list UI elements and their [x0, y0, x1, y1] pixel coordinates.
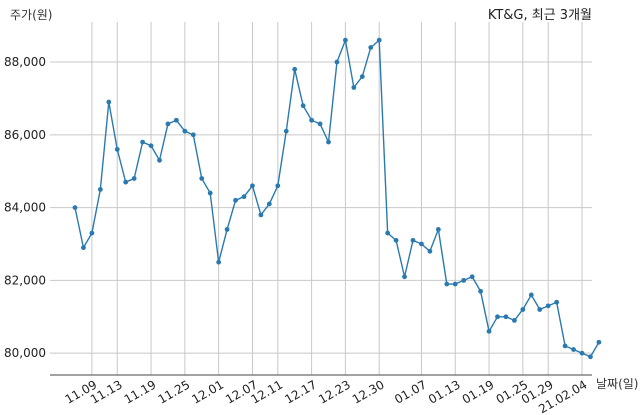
series	[72, 37, 602, 360]
data-point	[123, 179, 129, 185]
data-point	[410, 237, 416, 243]
data-point	[478, 288, 483, 294]
data-point	[503, 314, 509, 320]
data-point	[131, 176, 137, 181]
x-tick-label: 12.23	[316, 377, 353, 406]
data-point	[444, 281, 450, 287]
data-point	[351, 85, 357, 90]
x-tick-label: 12.01	[189, 377, 226, 406]
data-point	[114, 146, 120, 152]
data-point	[148, 143, 154, 149]
y-tick-label: 86,000	[4, 128, 46, 142]
data-point	[292, 66, 298, 72]
data-point	[359, 74, 365, 79]
data-point	[224, 227, 230, 232]
y-tick-label: 84,000	[4, 201, 46, 215]
series-line	[74, 37, 600, 358]
x-tick-label: 12.30	[350, 377, 387, 406]
data-point	[435, 227, 441, 232]
data-point	[309, 117, 314, 123]
x-tick-label: 01.19	[460, 377, 497, 406]
data-point	[106, 99, 112, 105]
data-point	[250, 183, 255, 189]
y-tick-label: 82,000	[4, 273, 46, 287]
data-point	[317, 121, 323, 127]
data-point	[393, 237, 399, 243]
data-point	[258, 212, 264, 218]
y-tick-label: 88,000	[4, 55, 46, 69]
data-point	[385, 230, 391, 236]
data-point	[588, 354, 593, 360]
data-point	[596, 339, 602, 345]
data-point	[495, 314, 500, 320]
data-point	[89, 230, 95, 236]
data-point	[283, 128, 289, 134]
data-point	[97, 187, 103, 192]
data-point	[207, 190, 213, 196]
x-tick-label: 12.17	[282, 377, 319, 406]
data-point	[165, 121, 171, 127]
data-point	[72, 205, 78, 210]
data-point	[368, 45, 374, 50]
data-point	[528, 292, 534, 298]
data-point	[486, 328, 492, 334]
data-point	[233, 197, 238, 203]
data-point	[402, 274, 407, 280]
data-point	[419, 241, 424, 247]
data-point	[512, 318, 517, 323]
data-point	[452, 281, 458, 287]
data-point	[579, 350, 585, 356]
chart-title: KT&G, 최근 3개월	[488, 8, 592, 23]
data-point	[216, 259, 222, 265]
data-point	[562, 343, 568, 349]
data-point	[157, 157, 162, 163]
data-point	[461, 277, 467, 283]
x-tick-label: 01.13	[426, 377, 463, 406]
data-point	[266, 201, 272, 207]
x-tick-label: 01.07	[392, 377, 429, 406]
data-point	[300, 103, 306, 109]
y-axis-label: 주가(원)	[10, 8, 52, 22]
data-point	[326, 139, 331, 145]
data-point	[545, 303, 551, 309]
data-point	[334, 59, 340, 65]
data-point	[376, 37, 382, 43]
x-tick-label: 11.19	[122, 377, 159, 406]
data-point	[427, 248, 433, 254]
data-point	[554, 299, 560, 305]
x-tick-label: 11.25	[156, 377, 193, 406]
data-point	[571, 347, 576, 352]
data-point	[190, 132, 196, 138]
data-point	[520, 307, 526, 312]
y-tick-label: 80,000	[4, 346, 46, 360]
data-point	[241, 194, 247, 200]
data-point	[275, 183, 281, 189]
data-point	[199, 176, 205, 181]
data-point	[140, 139, 146, 145]
data-point	[174, 117, 179, 123]
x-axis-label: 날짜(일)	[596, 377, 638, 391]
data-point	[343, 37, 348, 43]
data-point	[182, 128, 188, 134]
labels: 주가(원) KT&G, 최근 3개월 날짜(일)	[10, 8, 638, 391]
data-point	[81, 245, 86, 251]
data-point	[469, 274, 475, 280]
grid	[50, 22, 592, 375]
data-point	[537, 307, 543, 312]
